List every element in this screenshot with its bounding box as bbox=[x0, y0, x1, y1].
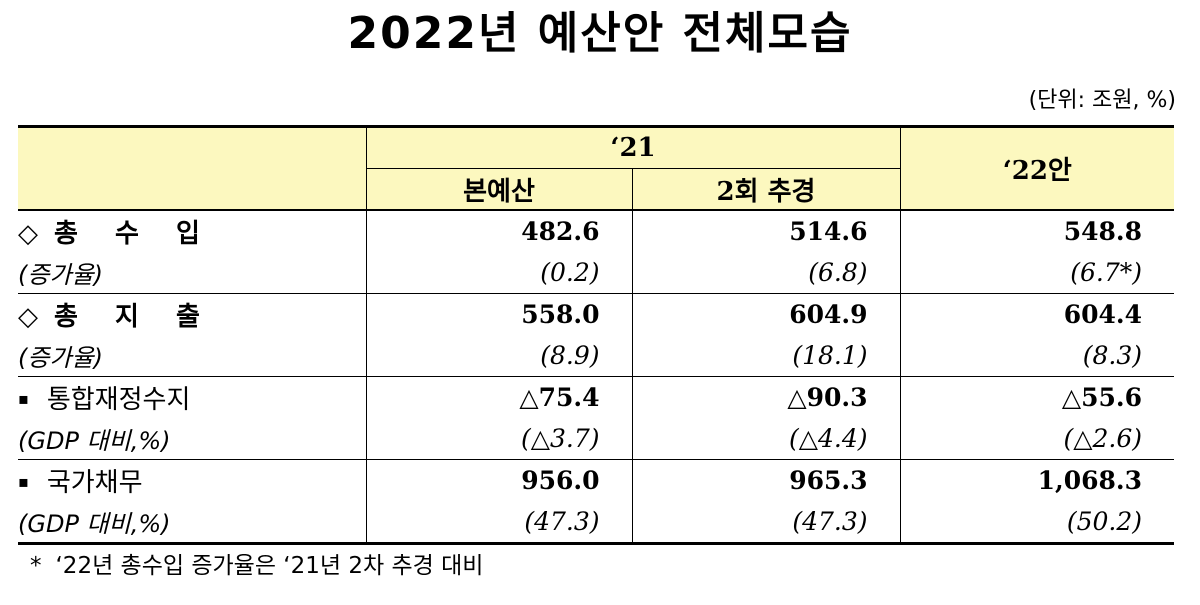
cell-subvalue: (6.7*) bbox=[899, 251, 1175, 294]
header-main-budget: 본예산 bbox=[365, 168, 632, 211]
cell-subvalue: (△4.4) bbox=[631, 417, 901, 460]
cell-subvalue: (△3.7) bbox=[365, 417, 632, 460]
header-year-2021: ‘21 bbox=[365, 125, 901, 169]
row-label-expenditure: ◇ 총 지 출 bbox=[18, 301, 214, 332]
row-sublabel: (증가율) bbox=[18, 334, 366, 377]
row-label-debt: ▪ 국가채무 bbox=[18, 467, 143, 498]
cell-value: 482.6 bbox=[365, 210, 632, 251]
cell-subvalue: (6.8) bbox=[631, 251, 901, 294]
page-title: 2022년 예산안 전체모습 bbox=[347, 8, 853, 59]
cell-subvalue: (0.2) bbox=[365, 251, 632, 294]
cell-value: 956.0 bbox=[365, 459, 632, 500]
row-sublabel: (GDP 대비,%) bbox=[18, 417, 366, 460]
diamond-icon: ◇ bbox=[18, 218, 38, 249]
row-label-balance: ▪ 통합재정수지 bbox=[18, 384, 191, 415]
unit-note: (단위: 조원, %) bbox=[1028, 88, 1176, 113]
cell-value: 965.3 bbox=[631, 459, 901, 500]
cell-value: 1,068.3 bbox=[899, 459, 1175, 500]
table-row-revenue-growth: (증가율) (0.2) (6.8) (6.7*) bbox=[18, 251, 1175, 294]
budget-table: ‘21 ‘22안 본예산 2회 추경 ◇ 총 수 입 482.6 514.6 54… bbox=[18, 125, 1175, 545]
header-blank bbox=[18, 125, 366, 211]
table-row-expenditure-growth: (증가율) (8.9) (18.1) (8.3) bbox=[18, 334, 1175, 377]
cell-subvalue: (47.3) bbox=[631, 500, 901, 545]
diamond-icon: ◇ bbox=[18, 301, 38, 332]
cell-value: 604.9 bbox=[631, 293, 901, 334]
cell-subvalue: (47.3) bbox=[365, 500, 632, 545]
footnote: * ‘22년 총수입 증가율은 ‘21년 2차 추경 대비 bbox=[30, 550, 483, 582]
footnote-marker: * bbox=[30, 553, 42, 579]
header-supplementary: 2회 추경 bbox=[631, 168, 901, 211]
bullet-icon: ▪ bbox=[18, 388, 29, 408]
header-row-top: ‘21 ‘22안 bbox=[18, 125, 1175, 211]
table-row-debt: ▪ 국가채무 956.0 965.3 1,068.3 bbox=[18, 459, 1175, 500]
cell-value: △90.3 bbox=[631, 376, 901, 417]
header-2022-proposal: ‘22안 bbox=[899, 125, 1175, 211]
cell-subvalue: (8.3) bbox=[899, 334, 1175, 377]
row-sublabel: (GDP 대비,%) bbox=[18, 500, 366, 545]
table-row-balance-gdp: (GDP 대비,%) (△3.7) (△4.4) (△2.6) bbox=[18, 417, 1175, 460]
table-row-revenue: ◇ 총 수 입 482.6 514.6 548.8 bbox=[18, 210, 1175, 251]
row-sublabel: (증가율) bbox=[18, 251, 366, 294]
cell-subvalue: (8.9) bbox=[365, 334, 632, 377]
cell-value: 558.0 bbox=[365, 293, 632, 334]
footnote-text: ‘22년 총수입 증가율은 ‘21년 2차 추경 대비 bbox=[55, 553, 484, 579]
cell-value: △75.4 bbox=[365, 376, 632, 417]
cell-value: △55.6 bbox=[899, 376, 1175, 417]
cell-value: 604.4 bbox=[899, 293, 1175, 334]
row-label-revenue: ◇ 총 수 입 bbox=[18, 218, 214, 249]
cell-subvalue: (50.2) bbox=[899, 500, 1175, 545]
cell-subvalue: (△2.6) bbox=[899, 417, 1175, 460]
header-row-sub: 본예산 2회 추경 bbox=[18, 168, 1174, 211]
table-row-balance: ▪ 통합재정수지 △75.4 △90.3 △55.6 bbox=[18, 376, 1175, 417]
bullet-icon: ▪ bbox=[18, 471, 29, 491]
cell-value: 514.6 bbox=[631, 210, 901, 251]
cell-subvalue: (18.1) bbox=[631, 334, 901, 377]
cell-value: 548.8 bbox=[899, 210, 1175, 251]
table-row-expenditure: ◇ 총 지 출 558.0 604.9 604.4 bbox=[18, 293, 1175, 334]
table-row-debt-gdp: (GDP 대비,%) (47.3) (47.3) (50.2) bbox=[18, 500, 1175, 545]
